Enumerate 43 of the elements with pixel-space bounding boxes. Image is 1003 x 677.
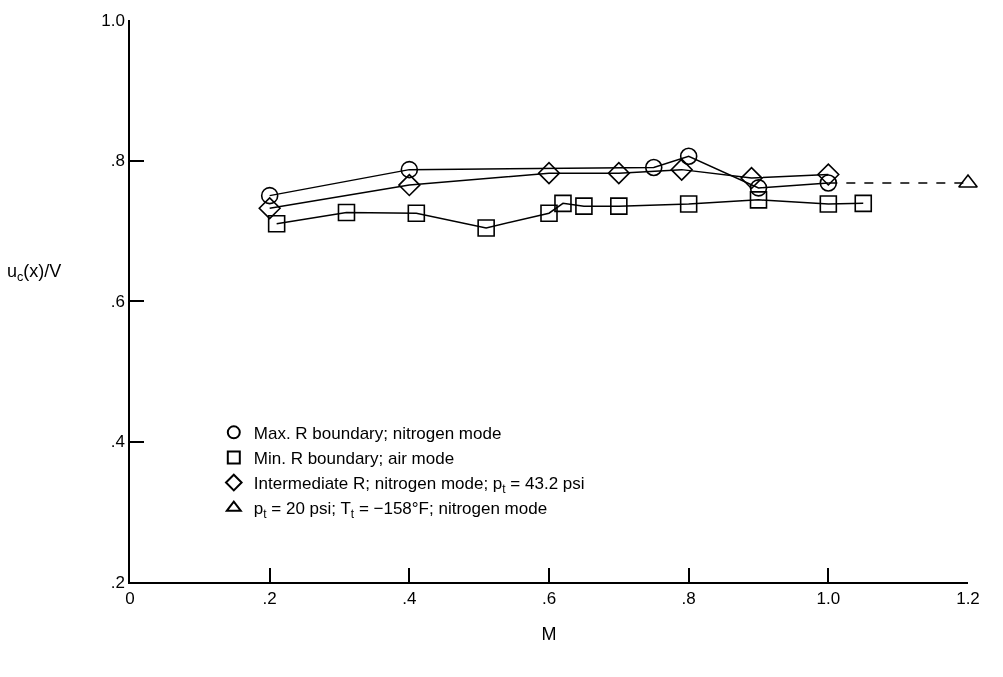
point <box>258 197 281 220</box>
point <box>679 195 698 213</box>
x-tick-label: .8 <box>681 589 696 609</box>
point <box>400 160 419 179</box>
legend-label: Min. R boundary; air mode <box>253 449 455 469</box>
legend-label: Intermediate R; nitrogen mode; p$_{t}$ = 43.2 psi <box>253 474 585 496</box>
y-tick-label: .2 <box>110 572 125 592</box>
y-tick-label: .8 <box>110 151 125 171</box>
point <box>477 219 495 237</box>
y-axis-title: u$_{c}$(x)/V <box>7 261 62 284</box>
point <box>749 179 768 197</box>
point <box>260 186 279 205</box>
x-tick-label: .2 <box>262 589 277 609</box>
x-tick-label: .4 <box>402 589 417 609</box>
x-tick-label: 1.0 <box>816 589 841 609</box>
point <box>819 174 838 192</box>
point <box>610 197 628 215</box>
point <box>854 194 873 213</box>
x-tick-label: 1.2 <box>956 589 980 609</box>
point <box>267 214 286 233</box>
point <box>398 173 421 197</box>
point <box>575 197 593 215</box>
x-tick-label: 0 <box>125 589 135 609</box>
point <box>740 166 763 190</box>
point <box>540 204 558 222</box>
y-tick-label: .6 <box>110 291 125 311</box>
point <box>644 158 663 177</box>
point <box>554 194 572 213</box>
point <box>817 163 840 186</box>
point <box>679 147 698 166</box>
point <box>670 158 693 181</box>
y-tick-label: .4 <box>110 432 125 452</box>
point <box>819 195 838 213</box>
point <box>607 161 631 185</box>
legend-label: Max. R boundary; nitrogen mode <box>253 423 502 443</box>
point <box>537 161 561 185</box>
x-tick-label: .6 <box>541 589 557 609</box>
point <box>337 203 356 222</box>
x-axis-title: M <box>541 623 557 644</box>
y-tick-label: 1.0 <box>101 10 125 30</box>
point <box>407 204 426 222</box>
legend-label: p$_{t}$ = 20 psi; T$_{t}$ = −158°F; nitrogen mode <box>253 499 548 521</box>
point <box>749 191 768 209</box>
